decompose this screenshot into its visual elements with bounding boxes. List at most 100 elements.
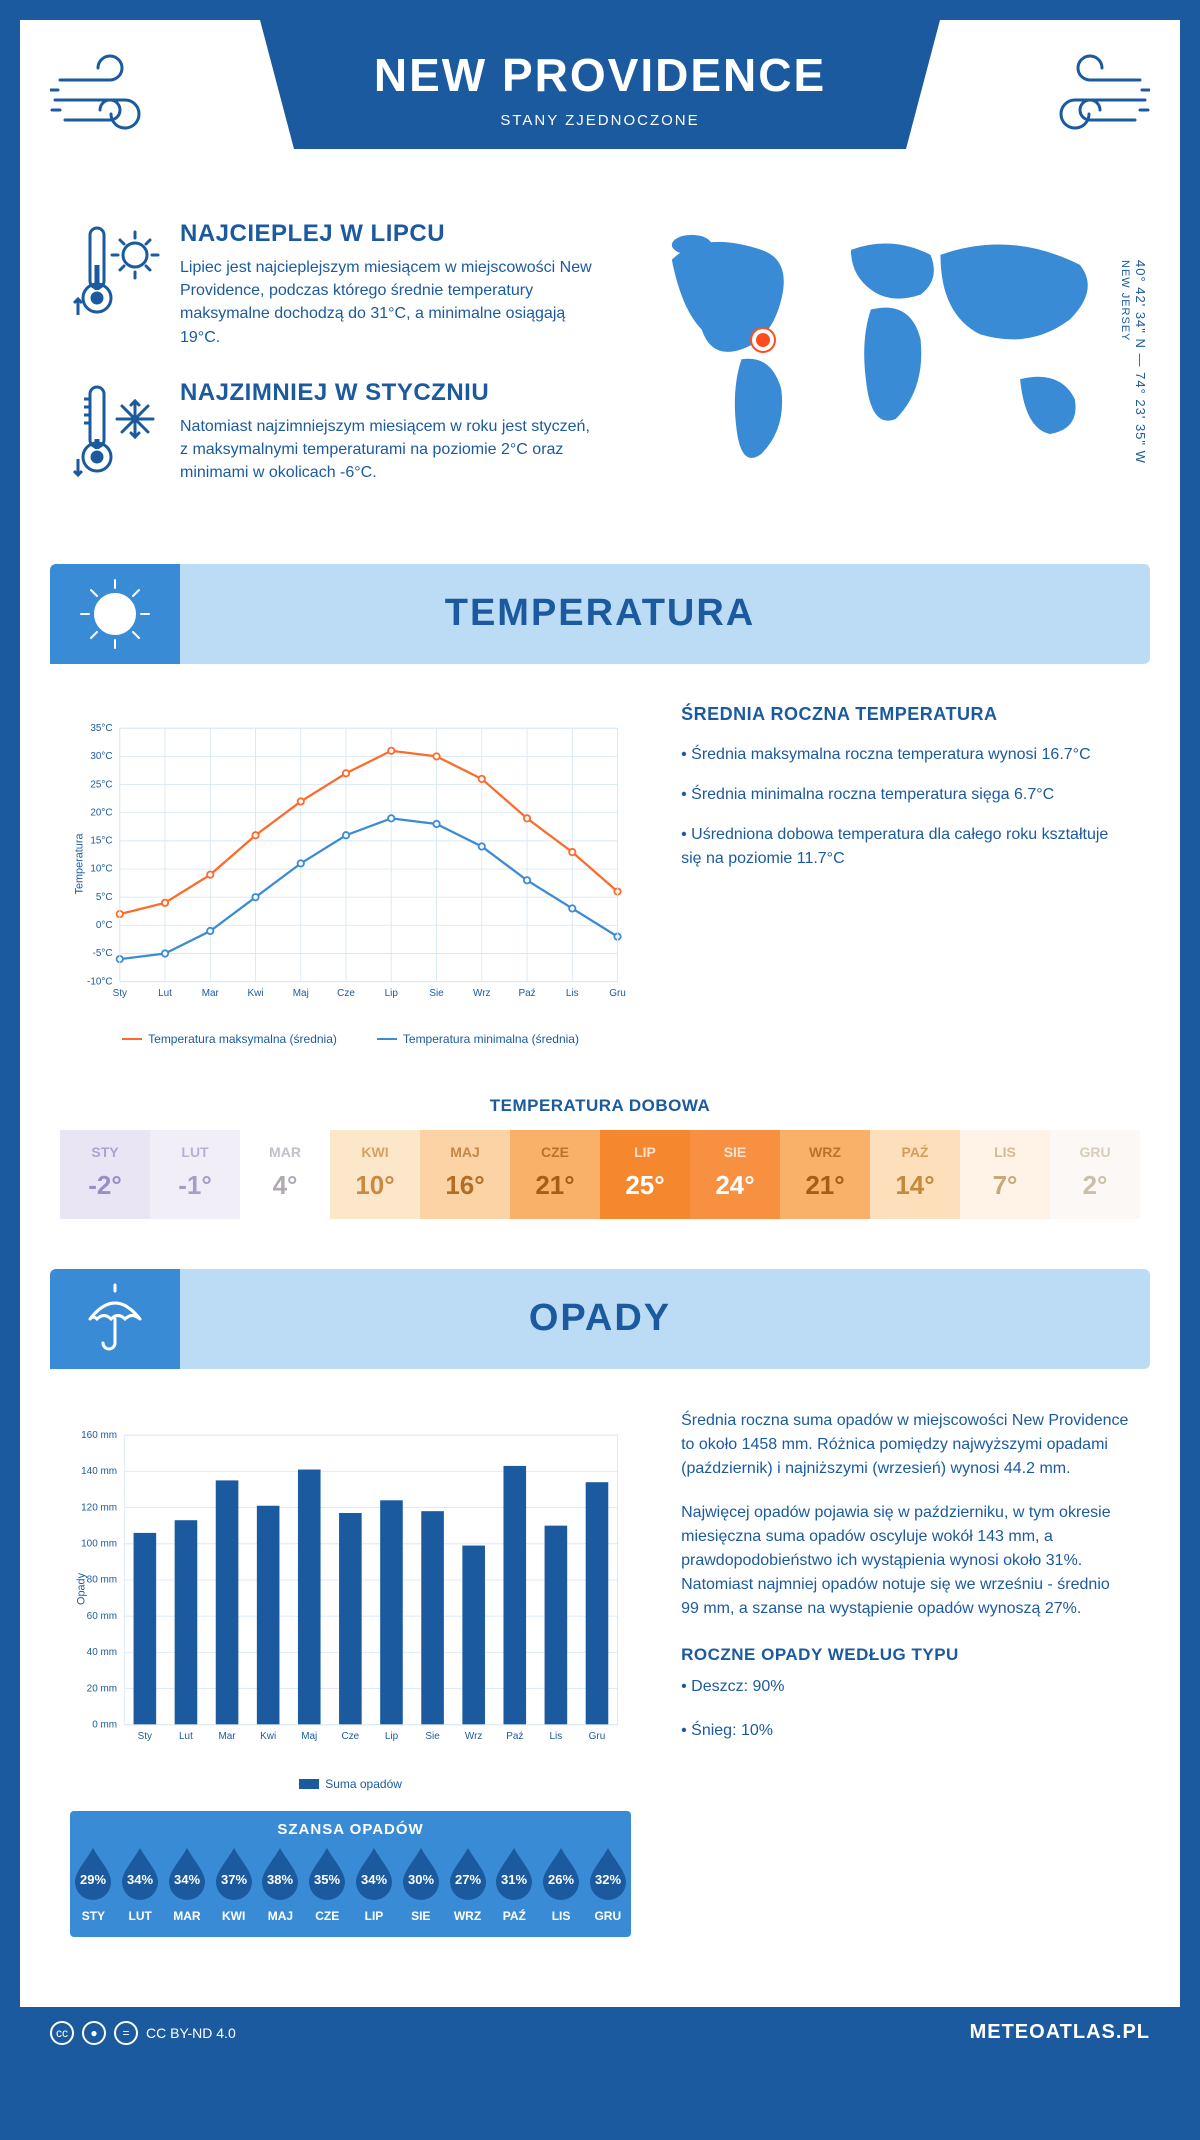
svg-text:Kwi: Kwi: [248, 988, 264, 999]
thermometer-cold-icon: [70, 379, 160, 494]
daily-cell: SIE 24°: [690, 1130, 780, 1219]
umbrella-icon: [50, 1269, 180, 1369]
warm-block: NAJCIEPLEJ W LIPCU Lipiec jest najcieple…: [70, 220, 592, 349]
license-text: CC BY-ND 4.0: [146, 2025, 236, 2041]
precip-left: 0 mm20 mm40 mm60 mm80 mm100 mm120 mm140 …: [70, 1409, 631, 1937]
region-text: NEW JERSEY: [1119, 260, 1131, 342]
precip-right: Średnia roczna suma opadów w miejscowośc…: [681, 1409, 1130, 1937]
precip-section-bar: OPADY: [50, 1269, 1150, 1369]
raindrop-icon: 26%: [538, 1844, 585, 1905]
svg-text:Paź: Paź: [518, 988, 535, 999]
svg-text:120 mm: 120 mm: [81, 1502, 117, 1513]
chance-month: LIS: [538, 1909, 585, 1923]
precip-type-heading: ROCZNE OPADY WEDŁUG TYPU: [681, 1645, 1130, 1665]
legend-sum-label: Suma opadów: [325, 1777, 402, 1791]
daily-cell: MAR4°: [240, 1130, 330, 1219]
daily-temp-title: TEMPERATURA DOBOWA: [20, 1096, 1180, 1116]
temp-content: -10°C-5°C0°C5°C10°C15°C20°C25°C30°C35°CS…: [20, 664, 1180, 1066]
svg-text:-5°C: -5°C: [93, 948, 113, 959]
legend-max-label: Temperatura maksymalna (średnia): [148, 1032, 337, 1046]
raindrop-icon: 27%: [444, 1844, 491, 1905]
temp-title: TEMPERATURA: [445, 592, 756, 635]
daily-cell: GRU2°: [1050, 1130, 1140, 1219]
chance-cell: 29% STY: [70, 1844, 117, 1923]
coords-text: 40° 42' 34" N — 74° 23' 35" W: [1133, 260, 1148, 464]
svg-text:30%: 30%: [408, 1872, 434, 1887]
daily-month: LIS: [960, 1144, 1050, 1160]
rain-chance-title: SZANSA OPADÓW: [70, 1821, 631, 1838]
daily-value: 21°: [780, 1170, 870, 1201]
svg-text:Sie: Sie: [429, 988, 444, 999]
daily-value: -1°: [150, 1170, 240, 1201]
svg-text:Wrz: Wrz: [473, 988, 491, 999]
precipitation-bar-chart: 0 mm20 mm40 mm60 mm80 mm100 mm120 mm140 …: [70, 1409, 631, 1769]
svg-text:38%: 38%: [267, 1872, 293, 1887]
svg-text:160 mm: 160 mm: [81, 1430, 117, 1441]
svg-text:Lip: Lip: [385, 988, 399, 999]
warm-heading: NAJCIEPLEJ W LIPCU: [180, 220, 592, 248]
legend-min: Temperatura minimalna (średnia): [377, 1032, 579, 1046]
rain-chance-box: SZANSA OPADÓW 29% STY 34% LUT 34% MAR 37…: [70, 1811, 631, 1937]
svg-text:Maj: Maj: [301, 1731, 317, 1742]
daily-month: LIP: [600, 1144, 690, 1160]
daily-value: 21°: [510, 1170, 600, 1201]
temp-bullet: • Średnia minimalna roczna temperatura s…: [681, 783, 1130, 807]
chance-cell: 35% CZE: [304, 1844, 351, 1923]
svg-text:Mar: Mar: [202, 988, 220, 999]
raindrop-icon: 38%: [257, 1844, 304, 1905]
daily-value: 24°: [690, 1170, 780, 1201]
svg-text:Mar: Mar: [218, 1731, 236, 1742]
world-map-icon: [632, 220, 1130, 484]
temp-bullet: • Uśredniona dobowa temperatura dla całe…: [681, 823, 1130, 871]
daily-month: LUT: [150, 1144, 240, 1160]
svg-text:35%: 35%: [314, 1872, 340, 1887]
svg-text:Kwi: Kwi: [260, 1731, 276, 1742]
daily-cell: LIP25°: [600, 1130, 690, 1219]
svg-text:Maj: Maj: [293, 988, 309, 999]
svg-text:Sie: Sie: [425, 1731, 440, 1742]
svg-text:0°C: 0°C: [96, 920, 113, 931]
svg-text:Paź: Paź: [506, 1731, 523, 1742]
svg-text:Cze: Cze: [337, 988, 355, 999]
daily-value: 10°: [330, 1170, 420, 1201]
svg-text:Lis: Lis: [550, 1731, 563, 1742]
precip-title: OPADY: [529, 1297, 671, 1340]
by-icon: ●: [82, 2021, 106, 2045]
daily-month: SIE: [690, 1144, 780, 1160]
daily-value: 14°: [870, 1170, 960, 1201]
precip-type-snow: • Śnieg: 10%: [681, 1719, 1130, 1743]
svg-text:0 mm: 0 mm: [92, 1719, 117, 1730]
svg-text:20 mm: 20 mm: [87, 1683, 117, 1694]
svg-text:Lis: Lis: [566, 988, 579, 999]
cold-heading: NAJZIMNIEJ W STYCZNIU: [180, 379, 592, 407]
coords-label: 40° 42' 34" N — 74° 23' 35" W NEW JERSEY: [1118, 260, 1148, 464]
title-banner: NEW PROVIDENCE STANY ZJEDNOCZONE: [260, 20, 940, 149]
chance-month: MAR: [164, 1909, 211, 1923]
brand: METEOATLAS.PL: [970, 2021, 1150, 2044]
chance-month: KWI: [210, 1909, 257, 1923]
svg-text:Lip: Lip: [385, 1731, 399, 1742]
daily-cell: LIS7°: [960, 1130, 1050, 1219]
page-subtitle: STANY ZJEDNOCZONE: [360, 112, 840, 129]
chance-cell: 37% KWI: [210, 1844, 257, 1923]
legend-sum: Suma opadów: [299, 1777, 402, 1791]
chance-cell: 34% LIP: [351, 1844, 398, 1923]
sun-icon: [50, 564, 180, 664]
precip-p1: Średnia roczna suma opadów w miejscowośc…: [681, 1409, 1130, 1481]
daily-cell: MAJ16°: [420, 1130, 510, 1219]
cold-text: Natomiast najzimniejszym miesiącem w rok…: [180, 415, 592, 485]
svg-text:26%: 26%: [548, 1872, 574, 1887]
svg-text:100 mm: 100 mm: [81, 1538, 117, 1549]
raindrop-icon: 32%: [584, 1844, 631, 1905]
page-title: NEW PROVIDENCE: [360, 48, 840, 102]
svg-text:Opady: Opady: [75, 1572, 87, 1605]
chance-cell: 30% SIE: [397, 1844, 444, 1923]
svg-text:35°C: 35°C: [90, 723, 112, 734]
raindrop-icon: 35%: [304, 1844, 351, 1905]
daily-month: GRU: [1050, 1144, 1140, 1160]
svg-text:Cze: Cze: [342, 1731, 360, 1742]
daily-temp-table: STY-2°LUT-1°MAR4°KWI10°MAJ16°CZE21°LIP25…: [60, 1130, 1140, 1219]
svg-text:Gru: Gru: [589, 1731, 606, 1742]
temp-section-bar: TEMPERATURA: [50, 564, 1150, 664]
temp-bullet: • Średnia maksymalna roczna temperatura …: [681, 743, 1130, 767]
